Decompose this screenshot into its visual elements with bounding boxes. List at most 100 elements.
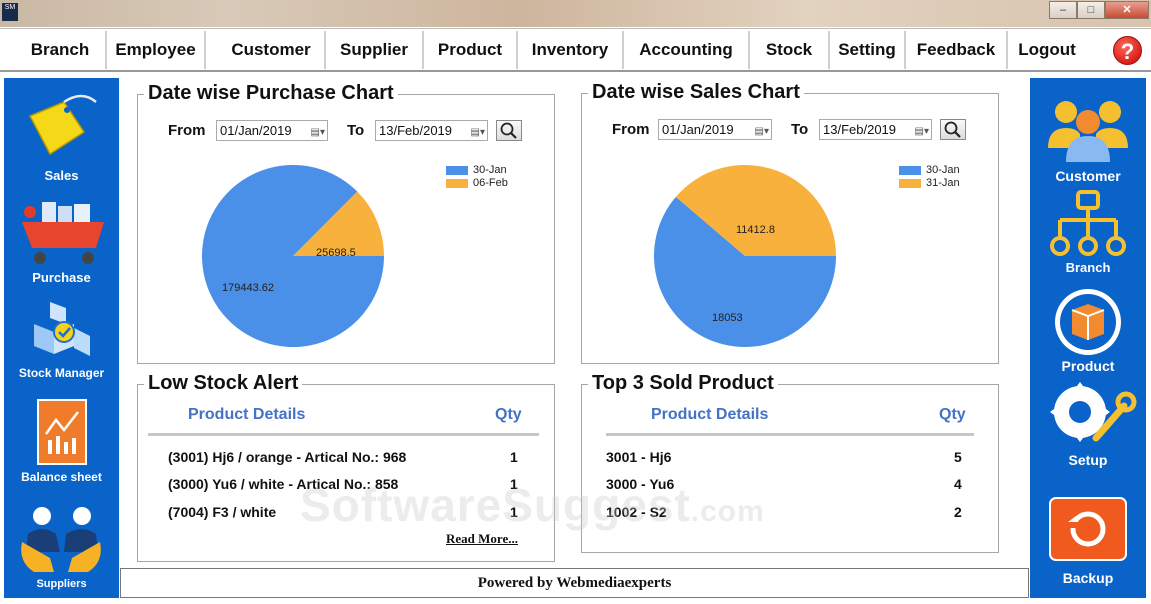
sidebar-label: Backup (1062, 570, 1114, 586)
title-bar: SM – □ ✕ (0, 0, 1151, 27)
minimize-button[interactable]: – (1049, 1, 1077, 19)
sidebar-item-product[interactable]: Product (1030, 286, 1146, 376)
menu-supplier[interactable]: Supplier (326, 31, 424, 69)
legend-item: 06-Feb (446, 177, 508, 190)
menu-stock[interactable]: Stock (750, 31, 830, 69)
date-value: 01/Jan/2019 (220, 123, 292, 138)
menu-inventory[interactable]: Inventory (518, 31, 624, 69)
to-label: To (791, 121, 809, 138)
table-row-details: (7004) F3 / white (168, 504, 277, 520)
app-icon: SM (2, 3, 18, 21)
balance-sheet-icon (37, 399, 87, 465)
sidebar-label: Setup (1068, 452, 1108, 468)
calendar-dropdown-icon[interactable]: ▤▾ (914, 126, 929, 137)
customers-icon (1048, 101, 1128, 162)
price-tag-icon (28, 94, 97, 156)
sales-from-date[interactable]: 01/Jan/2019 ▤▾ (658, 119, 772, 140)
pie-slice-31-Jan (675, 165, 836, 256)
table-row-qty: 4 (954, 476, 962, 492)
sales-chart-title: Date wise Sales Chart (588, 81, 804, 104)
calendar-dropdown-icon[interactable]: ▤▾ (310, 127, 325, 138)
low-stock-panel: Low Stock Alert Product Details Qty (300… (137, 372, 555, 562)
legend-label: 06-Feb (473, 177, 508, 189)
from-label: From (168, 122, 206, 139)
table-row-details: (3000) Yu6 / white - Artical No.: 858 (168, 476, 399, 492)
header-divider (148, 433, 539, 436)
watermark: SoftwareSuggest.com (300, 478, 765, 532)
close-button[interactable]: ✕ (1105, 1, 1149, 19)
table-row-qty: 1 (510, 449, 518, 465)
pie-slice-30-Jan (202, 165, 384, 347)
pie-slice-06-Feb (293, 191, 384, 256)
sidebar-label: Customer (1055, 168, 1121, 184)
backup-icon (1049, 497, 1127, 561)
sidebar-item-branch[interactable]: Branch (1030, 190, 1146, 280)
branch-tree-icon (1050, 190, 1126, 256)
sales-pie-chart: 18053 11412.8 (654, 165, 836, 347)
sidebar-label: Purchase (32, 270, 91, 285)
pie-data-label: 179443.62 (222, 282, 274, 294)
table-row-details: (3001) Hj6 / orange - Artical No.: 968 (168, 449, 407, 465)
legend-label: 30-Jan (473, 164, 507, 176)
sidebar-item-setup[interactable]: Setup (1030, 380, 1146, 470)
sidebar-label: Balance sheet (21, 470, 102, 484)
purchase-legend: 30-Jan 06-Feb (446, 164, 508, 190)
menu-customer[interactable]: Customer (218, 31, 326, 69)
sidebar-item-stock-manager[interactable]: Stock Manager (4, 298, 119, 383)
menu-employee[interactable]: Employee (107, 31, 206, 69)
cart-icon (22, 202, 104, 264)
menu-product[interactable]: Product (424, 31, 518, 69)
top-sold-panel: Top 3 Sold Product Product Details Qty 3… (581, 372, 999, 553)
purchase-search-button[interactable] (496, 120, 522, 141)
sidebar-item-backup[interactable]: Backup (1030, 496, 1146, 586)
watermark-suffix: .com (690, 495, 765, 528)
legend-item: 31-Jan (899, 177, 960, 190)
purchase-from-date[interactable]: 01/Jan/2019 ▤▾ (216, 120, 328, 141)
sidebar-item-purchase[interactable]: Purchase (4, 198, 119, 288)
date-value: 01/Jan/2019 (662, 122, 734, 137)
right-sidebar: Customer Branch Product (1030, 78, 1146, 598)
menu-accounting[interactable]: Accounting (624, 31, 750, 69)
menu-bar: Branch Employee Customer Supplier Produc… (0, 28, 1151, 72)
sidebar-item-suppliers[interactable]: Suppliers (4, 502, 119, 592)
sales-to-date[interactable]: 13/Feb/2019 ▤▾ (819, 119, 932, 140)
menu-setting[interactable]: Setting (830, 31, 906, 69)
menu-feedback[interactable]: Feedback (906, 31, 1008, 69)
calendar-dropdown-icon[interactable]: ▤▾ (470, 127, 485, 138)
read-more-link[interactable]: Read More... (446, 531, 518, 546)
purchase-to-date[interactable]: 13/Feb/2019 ▤▾ (375, 120, 488, 141)
pie-data-label: 11412.8 (736, 224, 775, 236)
pie-data-label: 25698.5 (316, 247, 356, 259)
column-header-qty: Qty (939, 406, 966, 423)
sidebar-label: Product (1061, 358, 1115, 374)
maximize-button[interactable]: □ (1077, 1, 1105, 19)
sidebar-item-balance-sheet[interactable]: Balance sheet (4, 398, 119, 488)
purchase-chart-panel: Date wise Purchase Chart From 01/Jan/201… (137, 82, 555, 364)
calendar-dropdown-icon[interactable]: ▤▾ (754, 126, 769, 137)
legend-item: 30-Jan (899, 164, 960, 177)
menu-branch[interactable]: Branch (15, 31, 107, 69)
sales-chart-panel: Date wise Sales Chart From 01/Jan/2019 ▤… (581, 81, 999, 364)
table-row-details: 1002 - S2 (606, 504, 667, 520)
sidebar-label: Suppliers (36, 578, 87, 590)
sidebar-item-customer[interactable]: Customer (1030, 94, 1146, 184)
sidebar-label: Stock Manager (18, 366, 105, 380)
product-box-icon (1055, 289, 1121, 355)
suppliers-icon (21, 507, 101, 572)
help-icon[interactable]: ? (1113, 36, 1142, 65)
legend-swatch (899, 179, 921, 188)
legend-swatch (899, 166, 921, 175)
magnifier-icon (944, 121, 961, 138)
table-row-qty: 1 (510, 476, 518, 492)
legend-label: 30-Jan (926, 164, 960, 176)
menu-logout[interactable]: Logout (1008, 31, 1086, 69)
sales-search-button[interactable] (940, 119, 966, 140)
header-divider (606, 433, 974, 436)
table-row-qty: 5 (954, 449, 962, 465)
column-header-details: Product Details (188, 406, 306, 423)
sidebar-item-sales[interactable]: Sales (4, 92, 119, 183)
from-label: From (612, 121, 650, 138)
table-row-details: 3001 - Hj6 (606, 449, 672, 465)
legend-swatch (446, 166, 468, 175)
